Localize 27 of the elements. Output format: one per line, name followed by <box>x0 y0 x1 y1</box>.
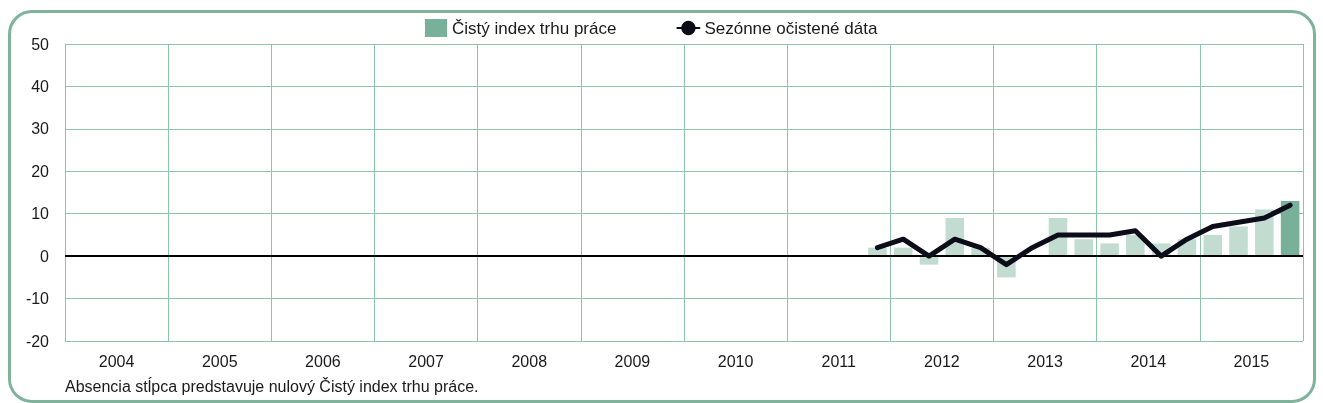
y-tick-label: 10 <box>31 205 50 223</box>
x-tick-label: 2009 <box>614 352 651 370</box>
y-tick-label: 0 <box>40 247 50 265</box>
bar <box>1229 226 1248 257</box>
y-tick-label: 30 <box>31 120 50 138</box>
y-tick-label: 40 <box>31 77 50 95</box>
x-tick-label: 2005 <box>201 352 238 370</box>
x-tick-label: 2007 <box>408 352 444 370</box>
x-tick-label: 2006 <box>305 352 341 370</box>
x-tick-label: 2004 <box>98 352 135 370</box>
x-tick-label: 2013 <box>1027 352 1063 370</box>
y-tick-label: 20 <box>31 162 50 180</box>
legend-label: Čistý index trhu práce <box>452 18 617 38</box>
y-tick-label: -10 <box>25 290 50 308</box>
x-tick-label: 2014 <box>1130 352 1167 370</box>
bar <box>1203 234 1223 257</box>
legend-label: Sezónne očistené dáta <box>704 18 878 38</box>
text: Absencia stĺpca predstavuje nulový Čistý index trhu práce. <box>65 378 479 396</box>
x-tick-label: 2008 <box>511 352 548 370</box>
y-tick-label: -20 <box>25 332 50 350</box>
bar <box>1074 239 1094 257</box>
x-tick-label: 2015 <box>1233 352 1270 370</box>
y-tick-label: 50 <box>31 35 50 53</box>
x-tick-label: 2012 <box>924 352 960 370</box>
bar <box>1100 243 1119 257</box>
x-tick-label: 2011 <box>821 352 857 370</box>
x-tick-label: 2010 <box>717 352 754 370</box>
